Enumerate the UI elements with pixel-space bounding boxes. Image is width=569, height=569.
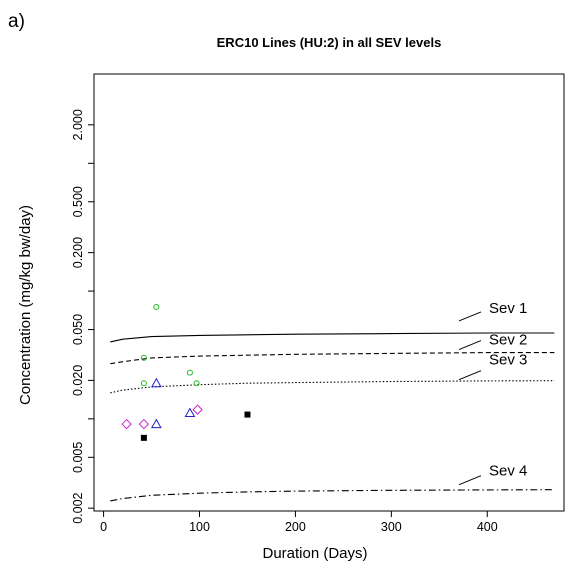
annotation-label: Sev 3 bbox=[489, 352, 527, 369]
annotation-label: Sev 1 bbox=[489, 300, 527, 317]
y-tick-label: 2.000 bbox=[71, 109, 85, 140]
x-tick-label: 0 bbox=[100, 520, 107, 534]
data-point-square bbox=[140, 434, 147, 441]
y-tick-label: 0.020 bbox=[71, 365, 85, 396]
series-line-sev-2 bbox=[110, 352, 555, 365]
y-tick-label: 0.050 bbox=[71, 314, 85, 345]
annotation-layer: Sev 1 Sev 2 Sev 3 Sev 4 bbox=[458, 300, 527, 486]
data-point-circle bbox=[153, 304, 160, 311]
y-axis-label: Concentration (mg/kg bw/day) bbox=[17, 205, 34, 405]
series-layer bbox=[110, 332, 555, 502]
y-tick-label: 0.005 bbox=[71, 442, 85, 473]
series-line-sev-3 bbox=[110, 380, 555, 394]
y-tick-label: 0.002 bbox=[71, 492, 85, 523]
data-point-diamond bbox=[192, 404, 203, 415]
y-tick-label: 0.500 bbox=[71, 186, 85, 217]
y-tick-label: 0.200 bbox=[71, 237, 85, 268]
chart-title: ERC10 Lines (HU:2) in all SEV levels bbox=[217, 35, 442, 50]
series-line-sev-1 bbox=[110, 332, 555, 343]
series-line-sev-4 bbox=[110, 489, 555, 502]
points-layer bbox=[121, 304, 251, 441]
annotation-label: Sev 4 bbox=[489, 463, 527, 480]
annotation-leader bbox=[458, 311, 482, 322]
annotation-leader bbox=[458, 340, 482, 351]
data-point-circle bbox=[140, 354, 147, 361]
data-point-square bbox=[244, 411, 251, 418]
data-point-diamond bbox=[121, 418, 132, 430]
x-tick-label: 400 bbox=[477, 520, 498, 534]
annotation-leader bbox=[458, 370, 482, 381]
x-axis: 0 100 200 300 400 bbox=[100, 511, 498, 534]
data-point-triangle bbox=[184, 407, 196, 418]
x-axis-label: Duration (Days) bbox=[262, 545, 367, 562]
x-tick-label: 300 bbox=[381, 520, 402, 534]
x-tick-label: 200 bbox=[285, 520, 306, 534]
data-point-diamond bbox=[138, 418, 150, 430]
panel-label: a) bbox=[8, 11, 25, 32]
y-axis: 0.002 0.005 0.020 0.050 0.200 0.500 2.000 bbox=[71, 109, 94, 524]
data-point-circle bbox=[193, 380, 200, 387]
data-point-circle bbox=[140, 380, 147, 387]
data-point-circle bbox=[186, 369, 193, 376]
data-point-triangle bbox=[150, 418, 162, 429]
data-point-triangle bbox=[150, 377, 162, 388]
x-tick-label: 100 bbox=[189, 520, 210, 534]
plot-frame bbox=[93, 73, 565, 512]
annotation-label: Sev 2 bbox=[489, 332, 527, 349]
annotation-leader bbox=[458, 475, 482, 486]
